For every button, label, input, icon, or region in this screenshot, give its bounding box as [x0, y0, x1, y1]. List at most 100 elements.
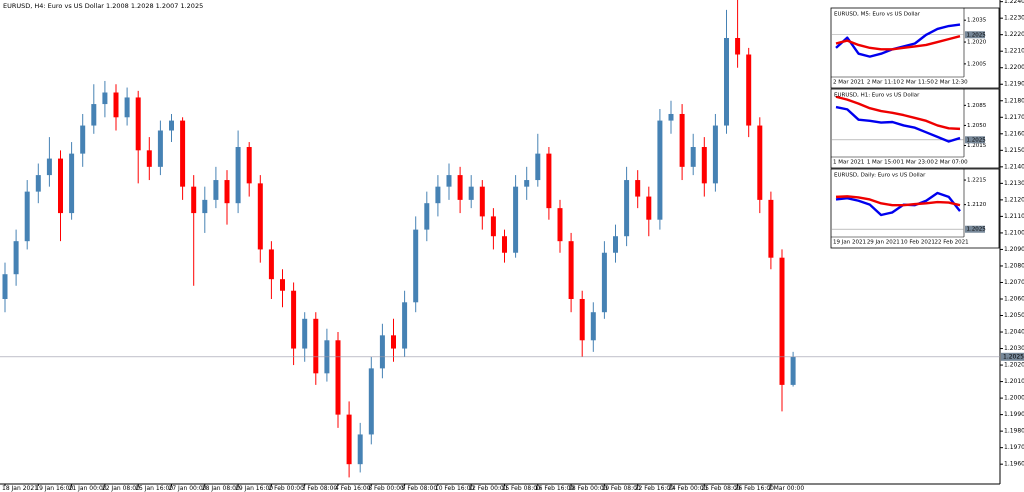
- x-tick-label: 21 Jan 00:00: [69, 485, 107, 492]
- candle-body: [590, 312, 596, 341]
- mini-chart-frame: [830, 168, 1000, 249]
- candle-body: [102, 92, 108, 105]
- price-label: 1.2025: [967, 137, 987, 143]
- candle-body: [213, 180, 219, 200]
- y-tick-label: 1.2040: [1004, 329, 1024, 336]
- candle-body: [668, 113, 674, 121]
- y-tick-label: 1.2140: [1004, 163, 1024, 170]
- candle-body: [268, 249, 274, 280]
- y-tick-label: 1.2020: [1004, 362, 1024, 369]
- candle-body: [579, 298, 585, 341]
- mini-chart-frame: [830, 7, 1000, 89]
- y-tick-label: 1.2000: [1004, 395, 1024, 402]
- candle-body: [479, 186, 485, 217]
- y-tick-label: 1.2100: [1004, 229, 1024, 236]
- y-tick-label: 1.2120: [967, 202, 987, 208]
- candle-body: [468, 186, 474, 200]
- candle-body: [657, 120, 663, 220]
- candle-body: [46, 158, 52, 176]
- candle-body: [24, 191, 30, 242]
- candle-body: [535, 153, 541, 181]
- y-tick-label: 1.2090: [1004, 246, 1024, 253]
- chart-title: EURUSD, Daily: Euro vs US Dollar: [834, 173, 926, 179]
- price-label: 1.2025: [1003, 353, 1024, 360]
- chart-title: EURUSD, M5: Euro vs US Dollar: [834, 12, 921, 18]
- y-tick-label: 1.2210: [1004, 48, 1024, 55]
- candle-body: [202, 199, 208, 214]
- y-tick-label: 1.2080: [1004, 262, 1024, 269]
- x-tick-label: 9 Feb 08:00: [402, 485, 438, 492]
- x-tick-label: 1 Mar 2021: [833, 160, 864, 166]
- y-tick-label: 1.2220: [1004, 31, 1024, 38]
- candle-body: [424, 203, 430, 230]
- line-series: [835, 35, 961, 51]
- candle-body: [502, 236, 507, 253]
- y-tick-label: 1.2035: [967, 18, 987, 24]
- candle-body: [124, 97, 130, 118]
- candle-body: [568, 241, 574, 299]
- candle-body: [280, 279, 285, 291]
- y-tick-label: 1.2085: [967, 103, 987, 109]
- price-label-box: [1001, 352, 1024, 361]
- x-tick-label: 24 Feb 00:00: [668, 485, 708, 492]
- x-tick-label: 16 Feb 16:00: [535, 485, 575, 492]
- x-tick-label: 27 Jan 00:00: [169, 485, 207, 492]
- y-tick-label: 1.2130: [1004, 180, 1024, 187]
- candle-body: [546, 153, 552, 209]
- x-tick-label: 26 Feb 16:00: [735, 485, 775, 492]
- price-label-box: [965, 136, 985, 144]
- candle-body: [291, 290, 297, 349]
- x-tick-label: 19 Jan 2021: [833, 240, 866, 246]
- x-tick-label: 25 Jan 16:00: [135, 485, 173, 492]
- y-tick-label: 1.2015: [967, 143, 987, 149]
- x-tick-label: 2 Mar 12:30: [934, 80, 968, 86]
- candle-body: [246, 147, 252, 184]
- y-tick-label: 1.2010: [1004, 378, 1024, 385]
- candle-body: [746, 54, 752, 126]
- x-tick-label: 22 Feb 2021: [934, 240, 968, 246]
- candle-body: [735, 37, 741, 55]
- candle-body: [80, 125, 86, 154]
- y-tick-label: 1.2020: [967, 40, 987, 46]
- candle-body: [457, 175, 463, 200]
- x-tick-label: 2 Mar 11:10: [867, 80, 901, 86]
- x-tick-label: 22 Jan 08:00: [102, 485, 140, 492]
- x-tick-label: 4 Feb 16:00: [335, 485, 371, 492]
- candle-body: [757, 125, 763, 200]
- x-tick-label: 22 Feb 16:00: [635, 485, 675, 492]
- x-tick-label: 12 Feb 00:00: [468, 485, 508, 492]
- y-tick-label: 1.2110: [1004, 213, 1024, 220]
- candle-body: [435, 186, 441, 204]
- y-tick-label: 1.2215: [967, 178, 987, 184]
- candle-body: [146, 150, 152, 167]
- candle-body: [790, 356, 796, 385]
- candle-body: [180, 120, 186, 187]
- candle-body: [157, 130, 163, 167]
- candle-body: [613, 236, 618, 253]
- candle-body: [346, 414, 352, 465]
- y-tick-label: 1.2230: [1004, 15, 1024, 22]
- y-tick-label: 1.2150: [1004, 147, 1024, 154]
- candle-body: [391, 335, 396, 349]
- candle-body: [724, 37, 729, 126]
- candle-body: [779, 257, 785, 385]
- candle-body: [768, 199, 774, 258]
- candle-body: [169, 120, 174, 131]
- candle-body: [690, 147, 696, 167]
- y-tick-label: 1.2190: [1004, 81, 1024, 88]
- line-series: [835, 105, 961, 143]
- candle-body: [2, 274, 8, 299]
- x-tick-label: 8 Feb 00:00: [368, 485, 404, 492]
- y-tick-label: 1.2070: [1004, 279, 1024, 286]
- candle-body: [69, 153, 75, 214]
- chart-title: EURUSD, H1: Euro vs US Dollar: [834, 93, 920, 99]
- price-label: 1.2025: [967, 227, 987, 233]
- candle-body: [135, 97, 141, 151]
- line-series: [835, 191, 961, 217]
- x-tick-label: 2 Mar 07:00: [934, 160, 968, 166]
- candle-body: [257, 183, 263, 250]
- y-tick-label: 1.2160: [1004, 130, 1024, 137]
- price-label-box: [965, 31, 985, 39]
- candle-body: [224, 180, 230, 204]
